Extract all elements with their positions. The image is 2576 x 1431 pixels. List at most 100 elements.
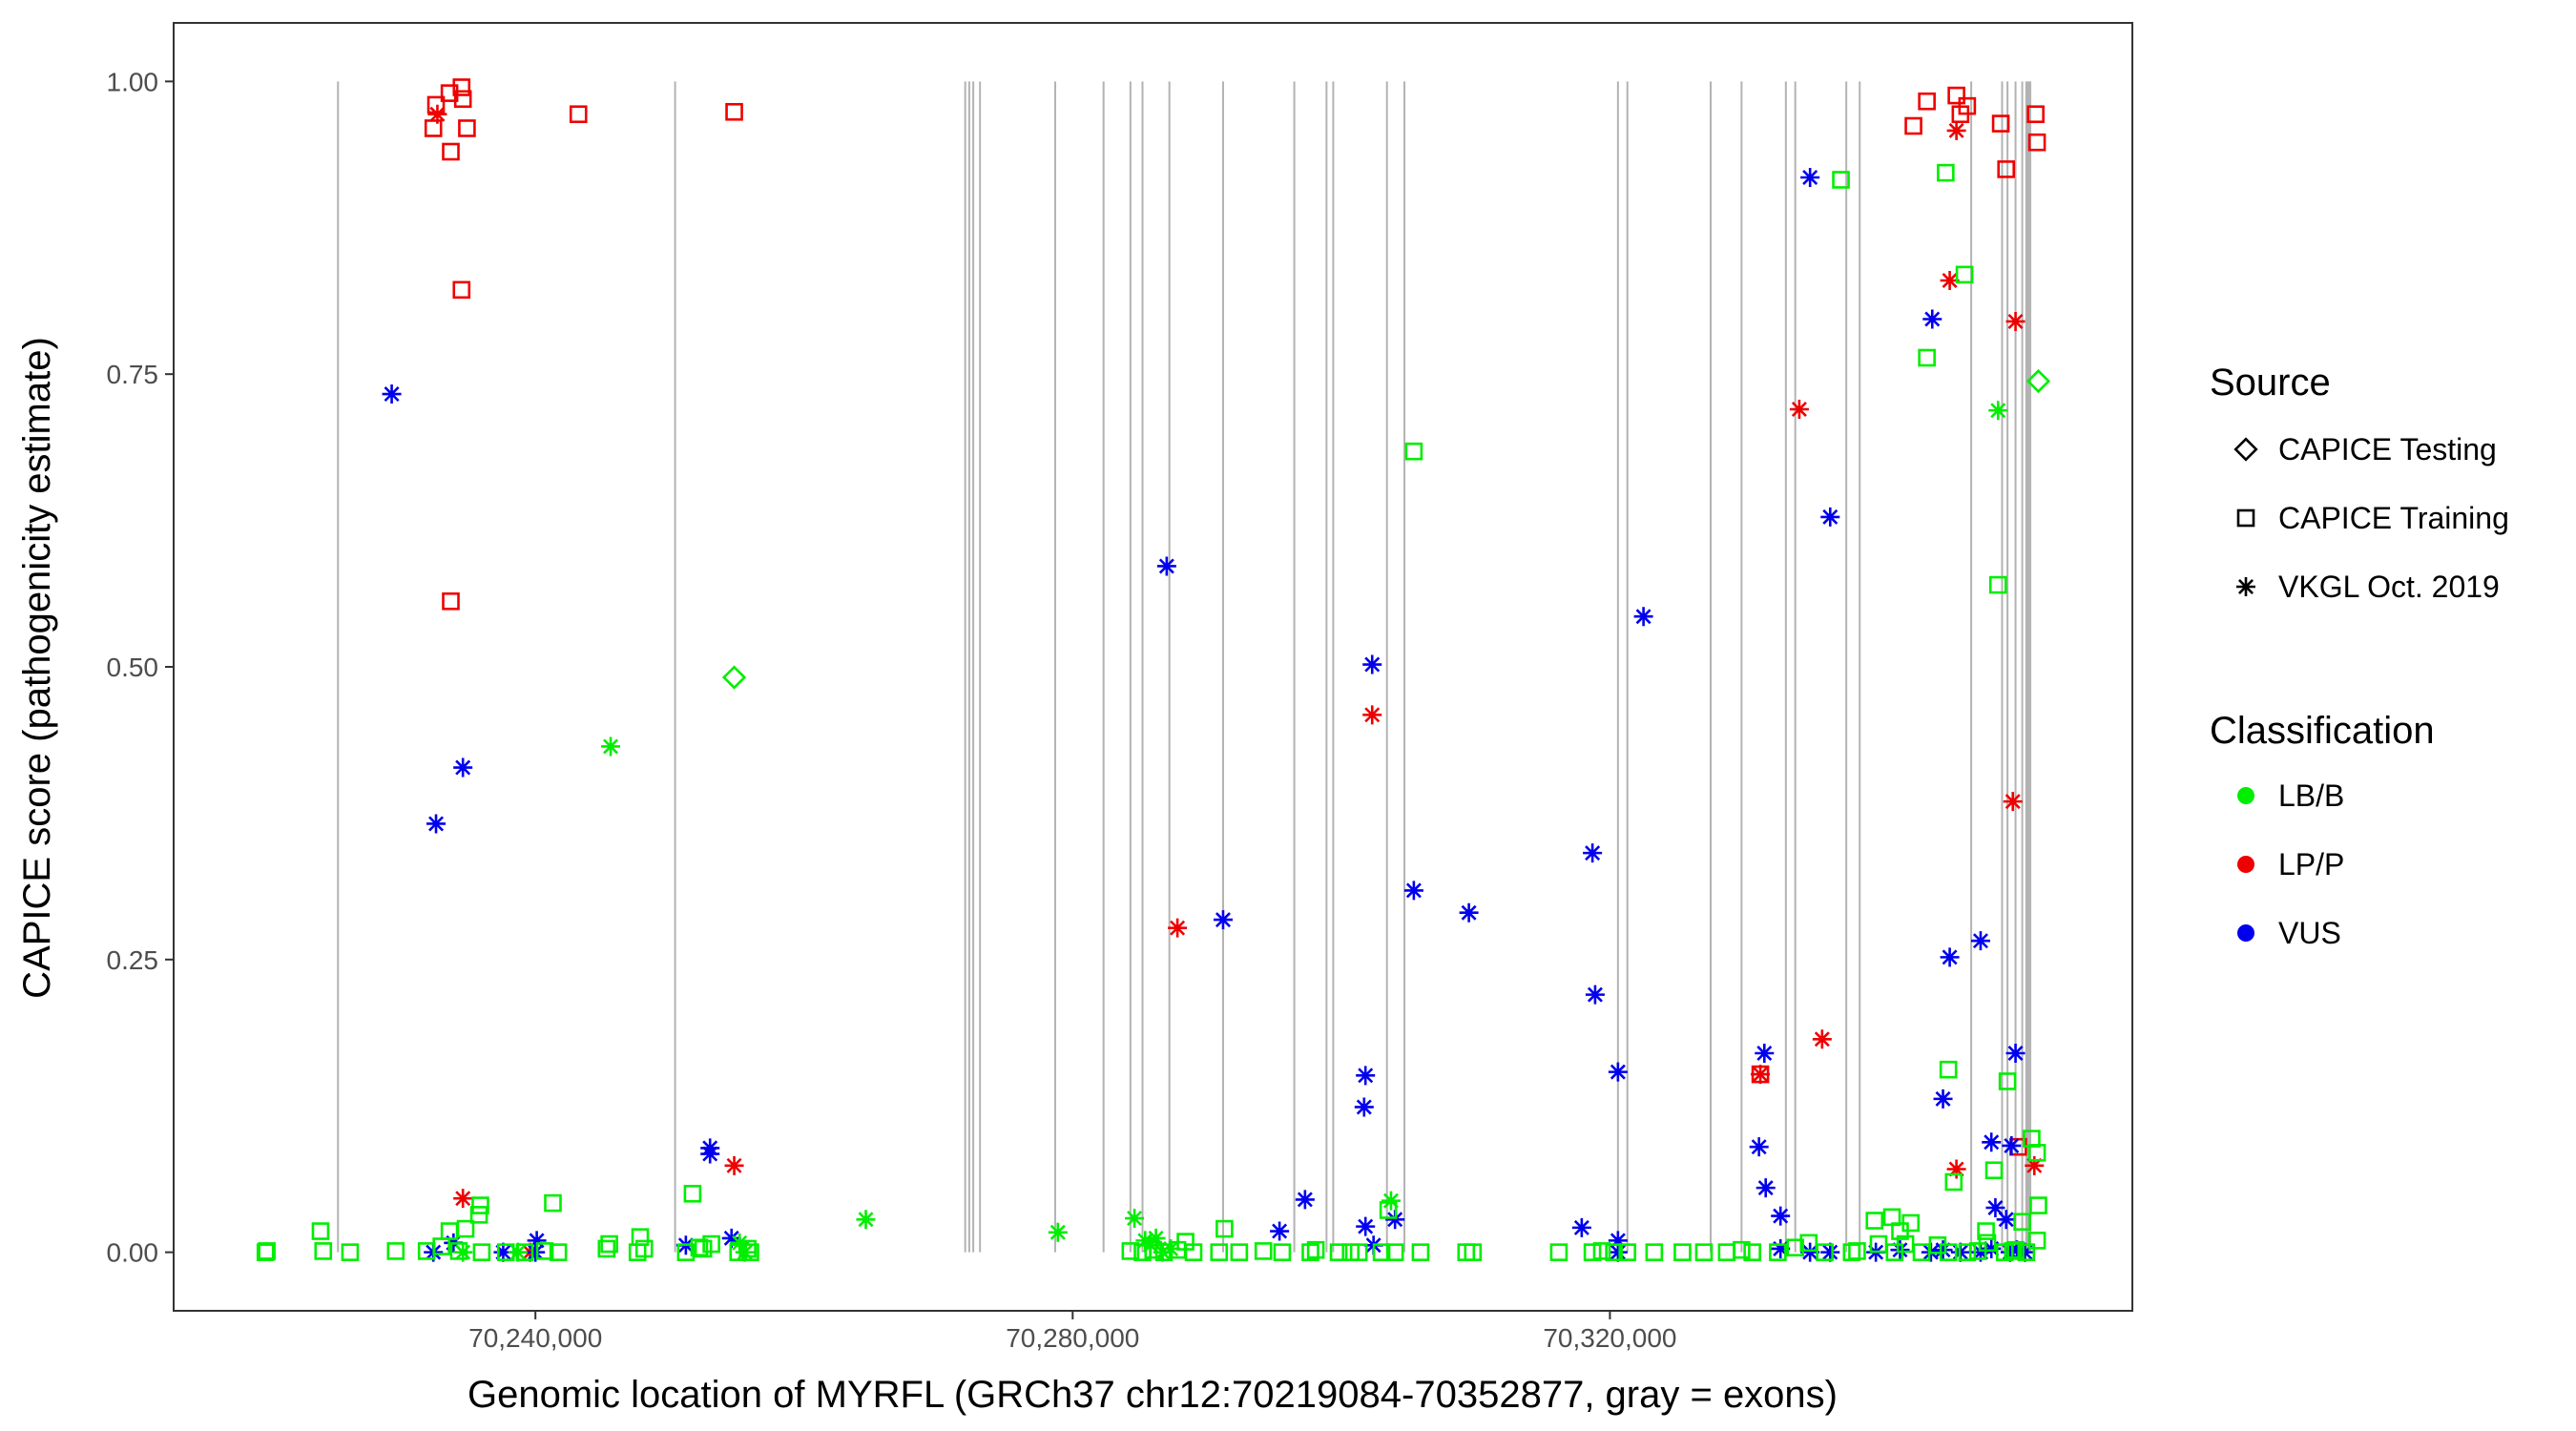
data-point	[1379, 1201, 1398, 1219]
data-point	[1362, 705, 1382, 725]
y-axis-title: CAPICE score (pathogenicity estimate)	[16, 337, 58, 999]
x-tick-label: 70,320,000	[1543, 1323, 1676, 1353]
data-point	[1633, 607, 1653, 627]
data-point	[440, 84, 459, 102]
data-point	[1918, 348, 1936, 367]
data-point	[544, 1193, 562, 1213]
data-point	[493, 1242, 513, 1262]
data-point	[2006, 1240, 2026, 1260]
data-point	[1977, 1222, 1995, 1240]
data-point	[1978, 1234, 1997, 1253]
data-point	[1184, 1243, 1203, 1261]
data-point	[2025, 1155, 2045, 1175]
data-point	[1273, 1243, 1292, 1261]
legend-source-entries: CAPICE Testing CAPICE Training VKGL Oct. 2…	[2233, 432, 2509, 604]
data-point	[729, 1243, 748, 1261]
data-point	[1820, 1242, 1840, 1262]
data-point	[1865, 1212, 1884, 1230]
data-point	[456, 1219, 475, 1238]
data-point	[676, 1243, 696, 1261]
data-point	[1404, 442, 1423, 461]
data-point	[738, 1239, 757, 1258]
data-point	[1583, 843, 1603, 863]
data-point	[1125, 1209, 1145, 1229]
data-point	[453, 90, 472, 109]
data-point	[1820, 507, 1840, 527]
data-point	[2027, 133, 2046, 152]
data-point	[1832, 171, 1850, 189]
legend-key-diamond	[2233, 437, 2258, 462]
data-point	[1403, 881, 1423, 901]
data-point	[452, 280, 471, 300]
data-point	[1995, 1243, 2014, 1261]
legend-key-dot	[2237, 924, 2254, 942]
data-point	[1270, 1221, 1290, 1241]
data-point	[1842, 1243, 1861, 1261]
data-point	[1306, 1240, 1325, 1259]
data-point	[741, 1243, 759, 1261]
legend-label: LP/P	[2278, 847, 2344, 881]
data-point	[258, 1242, 276, 1260]
data-point	[472, 1243, 491, 1261]
data-point	[597, 1239, 616, 1258]
data-point	[1769, 1243, 1787, 1261]
series-LP-P-asterisk	[427, 104, 2045, 1262]
series-LB-B-diamond	[721, 368, 2051, 690]
data-point	[1997, 160, 2016, 178]
data-point	[1947, 86, 1965, 105]
data-point	[1048, 1222, 1068, 1242]
x-tick-label: 70,240,000	[468, 1323, 602, 1353]
data-point	[1991, 114, 2010, 133]
plot-panel	[174, 23, 2132, 1311]
legend-key-asterisk	[2236, 577, 2255, 596]
data-point	[1922, 309, 1942, 329]
data-point	[1755, 1044, 1775, 1063]
legend-label: CAPICE Testing	[2278, 432, 2497, 467]
data-point	[1121, 1242, 1140, 1260]
data-point	[1168, 918, 1188, 938]
data-point	[442, 142, 460, 161]
data-point	[1816, 1243, 1834, 1261]
data-point	[721, 665, 747, 690]
data-point	[1133, 1243, 1152, 1261]
data-point	[2003, 792, 2023, 812]
data-point	[1356, 1066, 1376, 1086]
data-point	[2006, 1240, 2025, 1259]
data-point	[1958, 1243, 1977, 1261]
data-point	[1982, 1238, 2002, 1258]
data-point	[2017, 1243, 2036, 1261]
data-point	[1605, 1243, 1623, 1261]
data-point	[1608, 1231, 1628, 1251]
data-point	[1958, 96, 1977, 115]
legend-key-square	[2236, 508, 2255, 528]
data-point	[1970, 1242, 1990, 1262]
data-point	[453, 1189, 473, 1209]
legend-classification-item: LP/P	[2237, 847, 2344, 881]
data-point	[1356, 1216, 1376, 1236]
data-point	[1645, 1243, 1664, 1261]
legend-classification-entries: LB/B LP/P VUS	[2237, 778, 2344, 950]
data-point	[2002, 1135, 2022, 1155]
data-point	[1301, 1243, 1319, 1261]
data-point	[1549, 1243, 1568, 1261]
legend-label: VUS	[2278, 916, 2341, 950]
y-tick-label: 1.00	[107, 67, 159, 96]
data-point	[1799, 1234, 1818, 1253]
data-point	[1571, 1217, 1591, 1237]
data-point	[721, 1228, 741, 1248]
legend-source-item: CAPICE Training	[2236, 501, 2509, 535]
data-point	[2005, 311, 2025, 331]
legend-classification-item: LB/B	[2237, 778, 2344, 813]
data-point	[1988, 401, 2008, 421]
data-point	[549, 1243, 568, 1261]
y-tick-label: 0.25	[107, 945, 159, 975]
data-point	[1800, 168, 1820, 187]
data-point	[2027, 1232, 2046, 1250]
data-point	[601, 736, 621, 757]
data-point	[1988, 575, 2007, 594]
legend-classification-item: VUS	[2237, 916, 2341, 950]
data-point	[1743, 1243, 1761, 1261]
data-point	[1946, 1159, 1966, 1179]
data-point	[2027, 1144, 2046, 1162]
data-point	[1154, 1243, 1174, 1261]
